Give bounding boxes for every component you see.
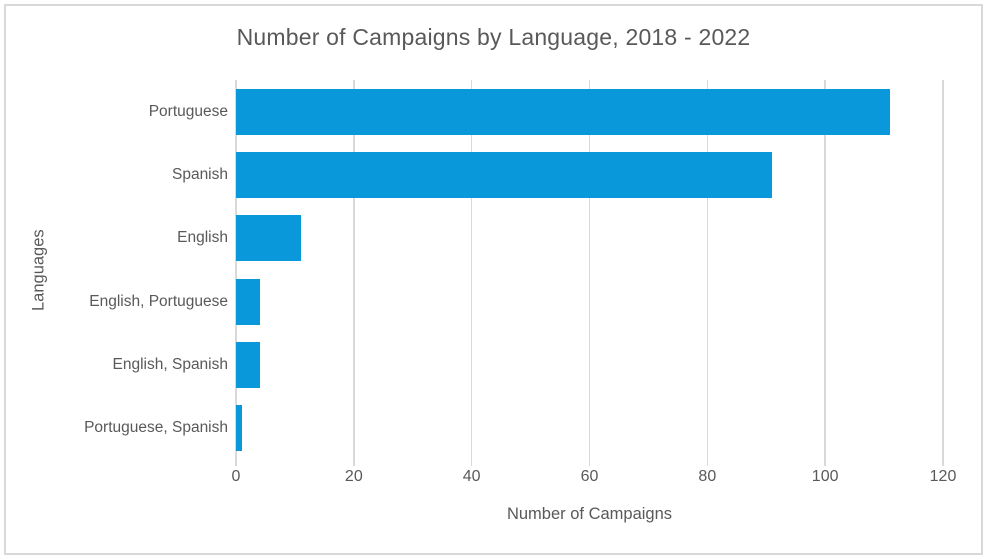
- chart-title: Number of Campaigns by Language, 2018 - …: [236, 24, 751, 50]
- category-label-row: Spanish: [0, 143, 228, 206]
- bar-english-spanish: [236, 342, 260, 388]
- category-label: Portuguese: [148, 102, 228, 120]
- bar-english: [236, 215, 301, 262]
- category-label: Spanish: [171, 165, 228, 183]
- gridline-x-120: [942, 80, 944, 466]
- category-label-row: Portuguese: [0, 80, 228, 143]
- category-label-row: Portuguese, Spanish: [0, 397, 228, 460]
- category-label-row: English, Spanish: [0, 333, 228, 396]
- plot-area: [235, 80, 944, 466]
- gridline-x-40: [470, 80, 473, 466]
- x-tick-label-80: 80: [698, 468, 717, 485]
- gridline-x-60: [588, 80, 591, 466]
- gridline-x-100: [824, 80, 826, 466]
- x-tick-label-100: 100: [811, 468, 839, 485]
- category-label-row: English: [0, 207, 228, 270]
- x-axis-title: Number of Campaigns: [506, 505, 673, 523]
- bar-portuguese-spanish: [236, 405, 242, 452]
- x-tick-label-40: 40: [462, 468, 481, 485]
- x-tick-label-20: 20: [344, 468, 363, 485]
- bar-english-portuguese: [236, 278, 260, 325]
- x-tick-label-60: 60: [580, 468, 599, 485]
- gridline-x-80: [706, 80, 709, 466]
- x-tick-label-0: 0: [231, 468, 241, 485]
- category-label: English, Spanish: [112, 355, 228, 373]
- y-axis-category-labels: Portuguese Spanish English English, Portugu…: [0, 80, 228, 460]
- category-label: English: [177, 229, 228, 247]
- category-label: English, Portuguese: [89, 292, 228, 310]
- category-label-row: English, Portuguese: [0, 270, 228, 333]
- gridline-x-0: [235, 80, 237, 466]
- bar-spanish: [236, 152, 773, 198]
- x-tick-label-120: 120: [929, 468, 957, 485]
- category-label: Portuguese, Spanish: [84, 419, 228, 437]
- gridline-x-20: [353, 80, 355, 466]
- bar-portuguese: [236, 88, 890, 135]
